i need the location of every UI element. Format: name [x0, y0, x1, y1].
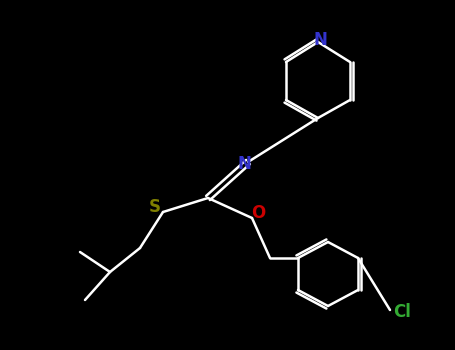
Text: S: S — [149, 198, 161, 216]
Text: Cl: Cl — [393, 303, 411, 321]
Text: N: N — [237, 155, 251, 173]
Text: O: O — [251, 204, 265, 222]
Text: N: N — [313, 31, 327, 49]
